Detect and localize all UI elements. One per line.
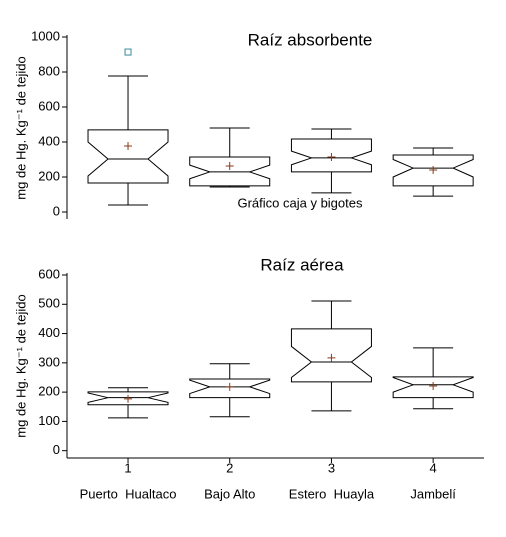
mean-marker — [429, 166, 438, 174]
y-tick-label: 800 — [38, 63, 60, 78]
chart-title: Raíz absorbente — [248, 30, 373, 49]
y-tick-label: 1000 — [31, 28, 60, 43]
x-tick-label: 4 — [430, 460, 437, 475]
mean-marker — [327, 153, 336, 162]
y-axis-label: mg de Hg. Kg⁻¹ de tejido — [13, 56, 28, 199]
x-tick-label: 1 — [124, 460, 131, 475]
y-tick-label: 600 — [38, 266, 60, 281]
y-tick-label: 300 — [38, 354, 60, 369]
y-tick-label: 400 — [38, 133, 60, 148]
category-label: Jambelí — [410, 486, 456, 501]
box — [87, 129, 169, 184]
x-tick-label: 3 — [328, 460, 335, 475]
annotation: Gráfico caja y bigotes — [237, 195, 363, 210]
mean-marker — [429, 381, 438, 390]
mean-marker — [327, 353, 336, 362]
mean-marker — [225, 382, 234, 391]
category-label: Estero Huayla — [289, 486, 375, 501]
chart-title: Raíz aérea — [260, 255, 344, 274]
category-label: Puerto Hualtaco — [80, 486, 177, 501]
y-tick-label: 0 — [53, 442, 60, 457]
y-tick-label: 200 — [38, 384, 60, 399]
mean-marker — [124, 394, 133, 403]
y-tick-label: 100 — [38, 413, 60, 428]
y-axis-label: mg de Hg. Kg⁻¹ de tejido — [13, 294, 28, 437]
outlier — [124, 48, 132, 56]
y-tick-label: 500 — [38, 296, 60, 311]
y-tick-label: 200 — [38, 168, 60, 183]
y-tick-label: 0 — [53, 203, 60, 218]
y-tick-label: 600 — [38, 98, 60, 113]
y-tick-label: 400 — [38, 325, 60, 340]
category-label: Bajo Alto — [204, 486, 255, 501]
mean-marker — [225, 161, 234, 170]
x-tick-label: 2 — [226, 460, 233, 475]
mean-marker — [124, 142, 133, 151]
